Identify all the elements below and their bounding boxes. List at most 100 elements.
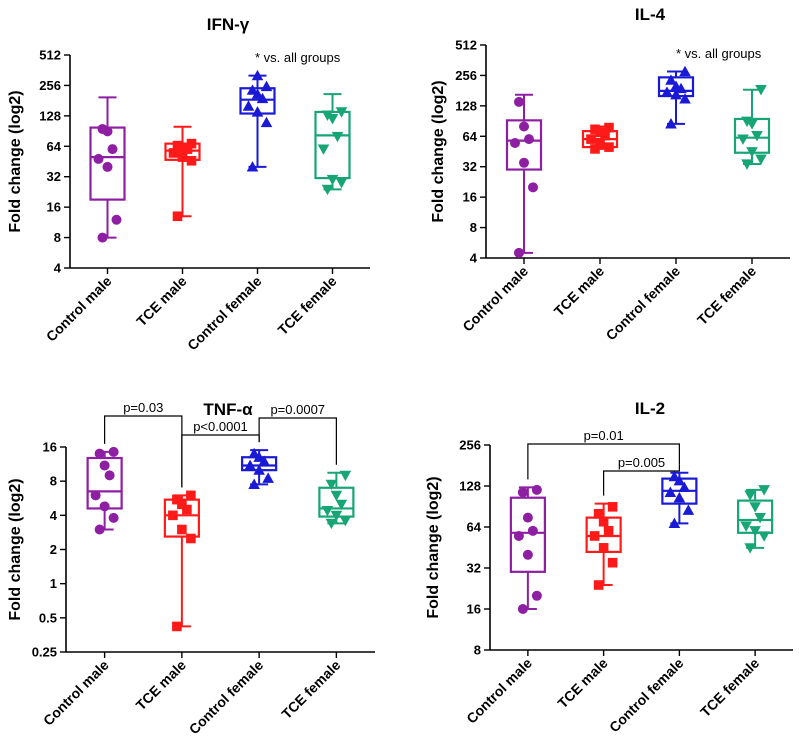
x-tick-label: TCE male (133, 657, 190, 714)
data-point (186, 490, 196, 501)
data-point (325, 518, 338, 530)
data-point (746, 147, 758, 158)
data-point (665, 74, 677, 85)
data-point (670, 88, 682, 100)
x-tick-label: Control female (606, 655, 687, 736)
data-point (335, 499, 348, 511)
data-point (595, 138, 605, 148)
data-point (186, 533, 196, 544)
data-point (182, 504, 192, 515)
box (505, 119, 543, 171)
bracket-label: p=0.0007 (270, 402, 325, 417)
y-tick-label: 8 (470, 220, 477, 235)
data-point (744, 543, 756, 554)
data-point (325, 479, 338, 491)
panel-ifn-gamma: IFN-γ Fold change (log2) * vs. all group… (7, 15, 370, 353)
y-tick-label: 0.25 (32, 645, 57, 660)
data-point (186, 138, 197, 149)
data-point (339, 515, 352, 527)
bracket-label: p=0.01 (584, 428, 624, 443)
x-tick-label: Control male (43, 273, 115, 345)
data-point (661, 86, 673, 97)
data-point (531, 590, 542, 601)
data-point (248, 478, 260, 489)
data-point (262, 472, 274, 483)
y-tick-label: 256 (459, 438, 481, 453)
data-point (172, 494, 182, 505)
y-tick-label: 8 (54, 230, 61, 245)
data-point (108, 512, 119, 523)
data-point (186, 155, 197, 166)
panel-tnf-alpha: TNF-α Fold change (log2) 0.25 0.5 1 2 4 8 16 Co… (7, 400, 375, 737)
box-group (314, 93, 351, 196)
data-point (99, 460, 110, 471)
bracket-label: p=0.005 (618, 455, 665, 470)
data-point (519, 157, 529, 168)
data-point (741, 116, 753, 128)
data-point (607, 502, 618, 512)
data-point (607, 557, 618, 568)
y-axis-label: Fold change (log2) (425, 476, 442, 618)
data-point (758, 485, 770, 496)
box-group (509, 484, 546, 614)
box-group (239, 69, 276, 172)
data-point (673, 491, 686, 503)
y-tick-label: 8 (50, 474, 57, 489)
x-tick-label: TCE male (554, 655, 611, 712)
data-point (99, 501, 110, 512)
data-point (679, 65, 691, 77)
data-point (668, 470, 681, 482)
y-tick-label: 16 (467, 602, 481, 617)
data-point (251, 69, 264, 81)
data-point (589, 531, 600, 541)
data-point (519, 121, 529, 132)
box-group (318, 470, 355, 530)
data-point (253, 464, 265, 475)
box-group (164, 125, 201, 222)
data-point (517, 487, 528, 498)
data-point (528, 182, 538, 193)
data-point (172, 211, 183, 222)
data-point (260, 116, 273, 128)
data-point (678, 481, 691, 493)
y-tick-label: 128 (39, 108, 61, 123)
data-point (514, 247, 524, 258)
data-point (590, 144, 600, 154)
data-point (94, 448, 105, 459)
data-point (253, 451, 265, 462)
data-point (522, 512, 533, 523)
data-point (514, 96, 524, 107)
x-tick-label: TCE male (551, 263, 608, 320)
box-group (241, 447, 278, 489)
panel-il-2: IL-2 Fold change (log2) 8 16 32 64 128 256 Con… (425, 399, 793, 735)
x-tick-label: TCE female (697, 655, 762, 720)
y-axis-label: Fold change (log2) (7, 90, 24, 232)
y-tick-label: 64 (467, 520, 482, 535)
data-point (664, 486, 677, 497)
data-point (331, 131, 344, 143)
data-point (600, 130, 610, 141)
y-tick-label: 16 (43, 440, 57, 455)
data-point (513, 530, 524, 541)
data-point (168, 510, 178, 521)
data-point (522, 549, 533, 560)
data-point (177, 524, 187, 535)
data-point (517, 604, 528, 614)
y-axis-label: Fold change (log2) (430, 80, 447, 222)
y-tick-label: 512 (455, 38, 477, 53)
y-tick-label: 32 (463, 159, 477, 174)
data-point (339, 470, 352, 482)
significance-bracket (527, 443, 680, 480)
significance-bracket (181, 434, 260, 488)
box-group (733, 85, 771, 170)
bracket-label: p<0.0001 (193, 419, 248, 434)
data-point (593, 509, 604, 519)
data-point (177, 142, 188, 153)
y-tick-label: 32 (47, 169, 61, 184)
data-point (527, 525, 538, 536)
y-tick-label: 4 (470, 251, 478, 266)
y-tick-label: 8 (474, 643, 481, 658)
data-point (168, 148, 179, 158)
data-point (755, 85, 767, 96)
panel-title: IL-2 (635, 399, 665, 418)
